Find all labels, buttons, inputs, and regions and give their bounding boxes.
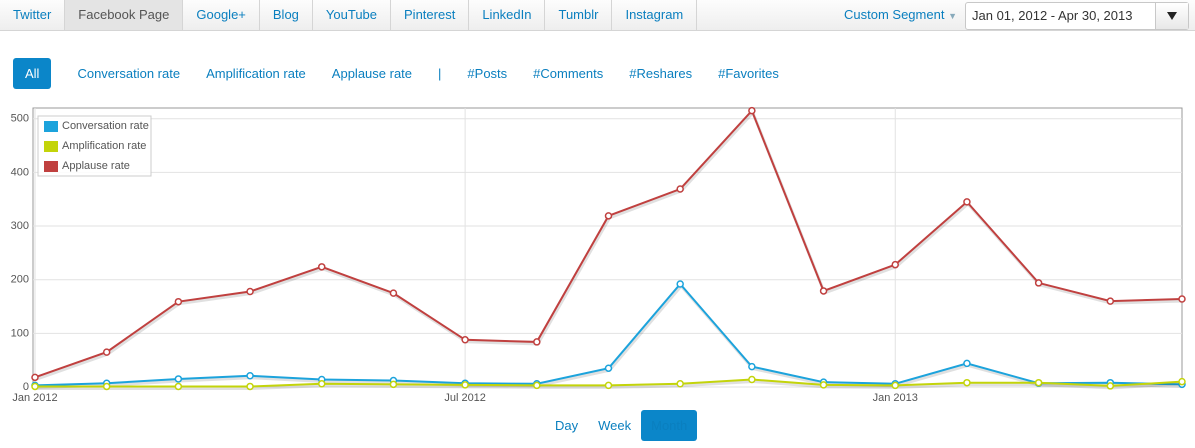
point — [533, 381, 541, 390]
nav-tab[interactable]: YouTube — [313, 0, 392, 30]
nav-tab[interactable]: Twitter — [0, 0, 66, 30]
y-tick-label: 500 — [11, 113, 29, 125]
point — [819, 287, 828, 295]
date-range[interactable]: Jan 01, 2012 - Apr 30, 2013 — [965, 2, 1189, 30]
filter-button[interactable]: Amplification rate — [206, 66, 306, 81]
point — [461, 381, 469, 389]
metric-filter[interactable]: #Comments — [533, 66, 604, 81]
point — [533, 338, 541, 346]
point — [963, 359, 971, 368]
period-button[interactable]: Week — [598, 418, 632, 433]
point — [819, 381, 828, 389]
point — [31, 382, 39, 391]
point — [389, 289, 398, 297]
period-selector: Day Week Month — [545, 410, 698, 441]
point — [748, 375, 756, 384]
point — [891, 260, 899, 269]
nav-tab[interactable]: Facebook Page — [65, 0, 184, 30]
point — [174, 375, 183, 383]
nav-tab[interactable]: LinkedIn — [469, 0, 546, 30]
point — [604, 364, 613, 372]
metric-filter[interactable]: #Reshares — [629, 66, 693, 81]
point — [102, 382, 111, 391]
point — [676, 280, 684, 288]
y-tick-label: 200 — [11, 274, 29, 286]
date-toggle[interactable] — [1155, 3, 1188, 29]
x-tick-label: Jan 2013 — [873, 392, 918, 404]
plot-area — [32, 107, 1183, 388]
metric-filter[interactable]: #Favorites — [718, 66, 779, 81]
point — [1178, 295, 1186, 303]
x-tick-label: Jan 2012 — [12, 392, 57, 404]
nav-tab[interactable]: Tumblr — [545, 0, 613, 30]
point — [963, 378, 971, 387]
filter-button[interactable]: Applause rate — [331, 66, 413, 81]
point — [246, 371, 254, 380]
period-button[interactable]: Month — [641, 410, 698, 441]
point — [1178, 377, 1186, 386]
point — [246, 287, 254, 296]
point — [31, 373, 39, 382]
legend-label: Conversation rate — [62, 120, 149, 132]
separator: | — [438, 66, 442, 81]
nav-tab[interactable]: Blog — [260, 0, 313, 30]
filter-button[interactable]: Conversation rate — [77, 66, 181, 81]
chart: 0 100 200 300 400 500 Jan 2012 Jul 2012 Jan 2013… — [11, 106, 1186, 404]
caret: ▼ — [948, 11, 957, 21]
tabs: Twitter Facebook Page Google+ Blog YouTube Pi… — [0, 0, 1195, 30]
y-tick-label: 300 — [11, 220, 29, 232]
point — [748, 362, 756, 371]
point — [1034, 279, 1043, 287]
point — [246, 382, 254, 391]
point — [891, 381, 899, 390]
point — [963, 198, 971, 206]
legend-label: Amplification rate — [62, 140, 146, 152]
segment-dropdown[interactable]: Custom Segment ▼ — [844, 0, 957, 31]
filter-button[interactable]: All — [13, 58, 52, 89]
point — [676, 380, 684, 388]
filters: All Conversation rate Amplification rate Ap… — [13, 58, 805, 89]
point — [1034, 378, 1043, 387]
point — [318, 263, 326, 271]
legend-swatch — [44, 141, 58, 152]
point — [604, 212, 613, 220]
point — [676, 185, 684, 193]
x-tick-label: Jul 2012 — [444, 392, 486, 404]
nav-tab[interactable]: Instagram — [612, 0, 698, 30]
point — [461, 336, 469, 344]
point — [174, 382, 183, 391]
period-button[interactable]: Day — [555, 418, 579, 433]
point — [102, 348, 111, 356]
legend-label: Applause rate — [62, 160, 130, 172]
segment-label[interactable]: Custom Segment — [844, 7, 945, 22]
metric-filter[interactable]: #Posts — [467, 66, 508, 81]
point — [604, 381, 613, 390]
point — [748, 106, 756, 115]
date-range-text[interactable]: Jan 01, 2012 - Apr 30, 2013 — [972, 8, 1133, 23]
point — [174, 297, 183, 306]
nav-tab[interactable]: Pinterest — [391, 0, 470, 30]
point — [1106, 382, 1115, 390]
legend-swatch — [44, 161, 58, 172]
nav-tab[interactable]: Google+ — [183, 0, 260, 30]
top-nav: Twitter Facebook Page Google+ Blog YouTube Pi… — [0, 0, 1195, 31]
point — [389, 380, 398, 389]
y-tick-label: 0 — [23, 381, 29, 393]
y-tick-label: 400 — [11, 166, 29, 178]
legend-swatch — [44, 121, 58, 132]
point — [318, 380, 326, 388]
arrow-icon — [1167, 12, 1177, 20]
y-tick-label: 100 — [11, 327, 29, 339]
point — [1106, 297, 1115, 305]
